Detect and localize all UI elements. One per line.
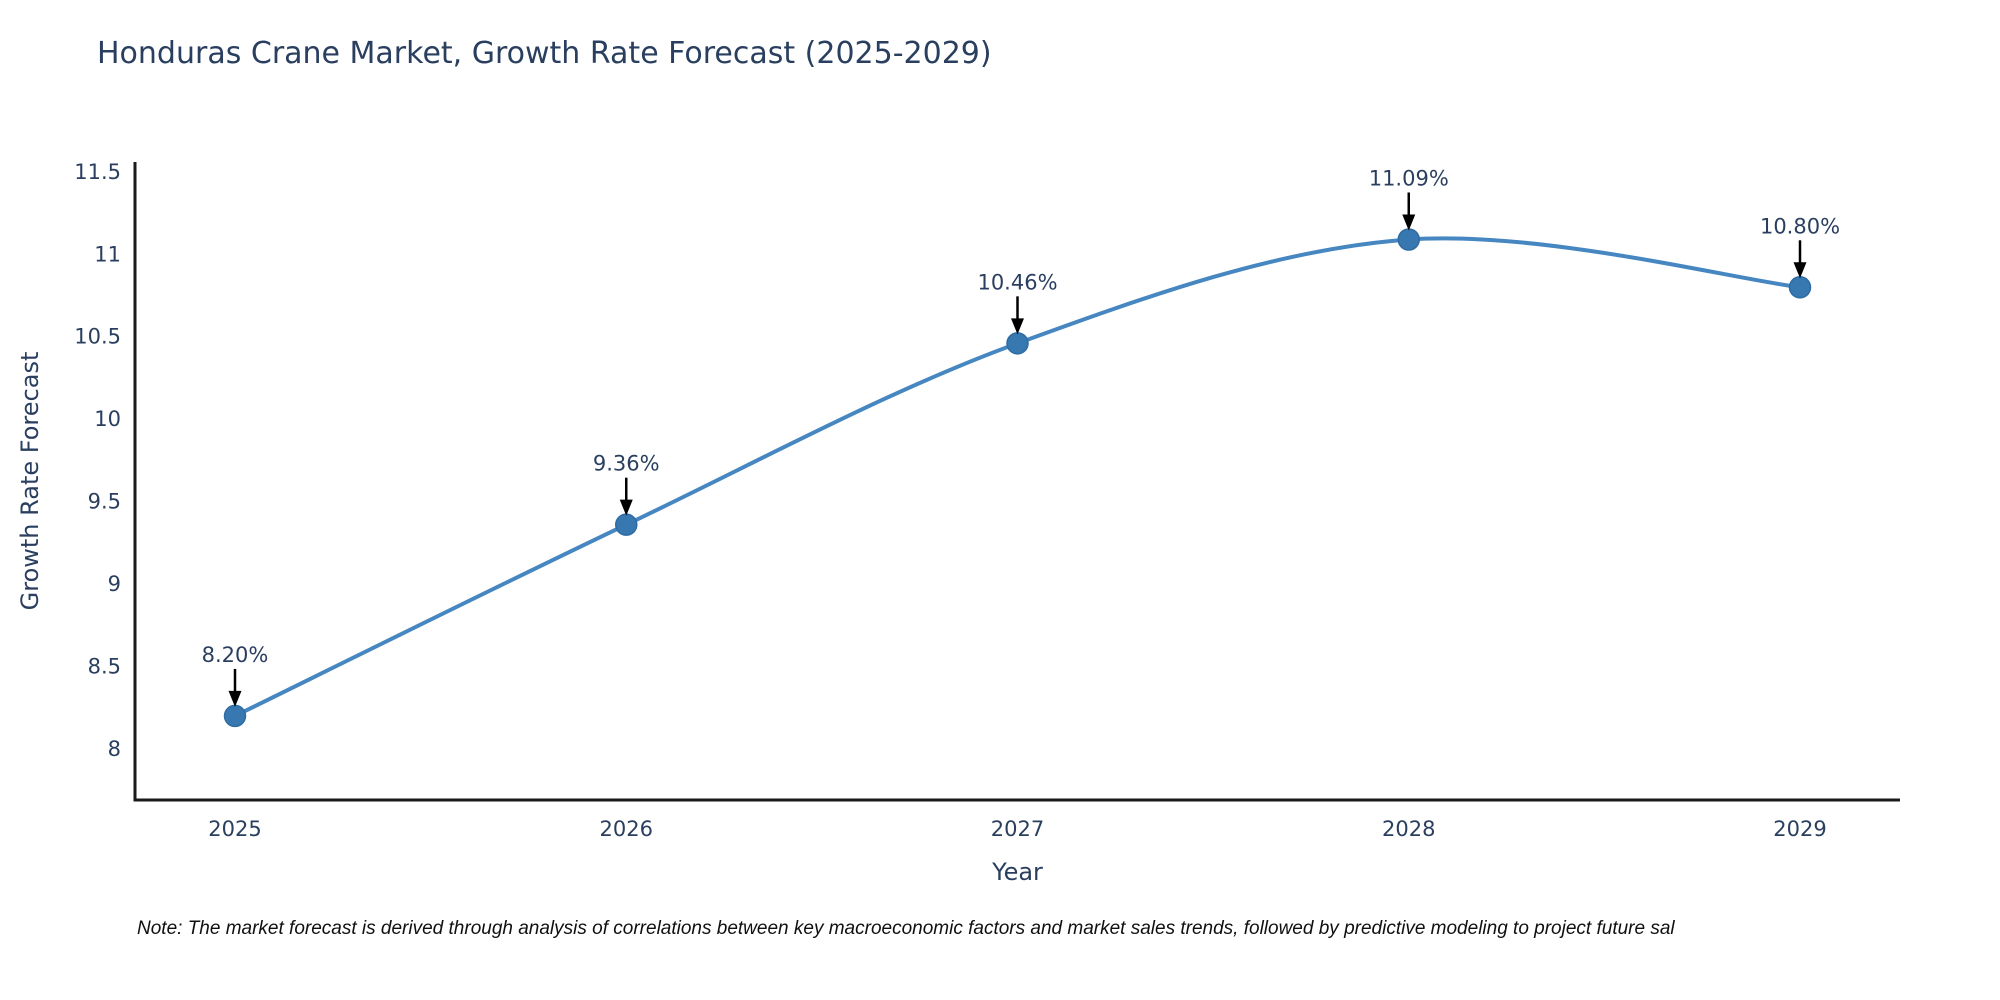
point-label: 8.20% <box>202 643 269 667</box>
chart-title: Honduras Crane Market, Growth Rate Forec… <box>97 36 992 71</box>
x-tick-label: 2026 <box>600 817 653 841</box>
data-point[interactable] <box>223 704 247 728</box>
y-tick-label: 11 <box>94 242 121 266</box>
footnote: Note: The market forecast is derived thr… <box>137 918 1675 939</box>
y-tick-label: 11.5 <box>74 160 121 184</box>
y-tick-label: 8.5 <box>88 654 121 678</box>
data-point[interactable] <box>615 513 638 536</box>
data-point[interactable] <box>1006 332 1029 355</box>
annotation-arrowhead <box>1011 318 1024 335</box>
x-tick-label: 2025 <box>208 817 261 841</box>
annotation-arrowhead <box>1793 262 1807 279</box>
point-label: 10.46% <box>977 270 1057 294</box>
y-tick-label: 10.5 <box>74 325 121 349</box>
point-label: 9.36% <box>593 452 660 476</box>
annotation-arrowhead <box>1402 214 1416 231</box>
y-tick-label: 9.5 <box>88 490 121 514</box>
point-label: 10.80% <box>1760 214 1840 238</box>
y-tick-label: 10 <box>94 407 121 431</box>
y-axis-title: Growth Rate Forecast <box>16 351 44 611</box>
x-tick-label: 2027 <box>991 817 1044 841</box>
y-tick-label: 9 <box>108 572 121 596</box>
y-tick-label: 8 <box>108 737 121 761</box>
axis-lines <box>133 162 1900 802</box>
point-label: 11.09% <box>1369 166 1449 190</box>
x-axis-title: Year <box>992 858 1043 886</box>
data-point[interactable] <box>1788 276 1812 299</box>
x-tick-label: 2028 <box>1382 817 1435 841</box>
data-point[interactable] <box>1397 228 1420 251</box>
x-tick-label: 2029 <box>1773 817 1826 841</box>
annotation-arrowhead <box>228 690 242 707</box>
annotation-arrowhead <box>619 499 633 516</box>
